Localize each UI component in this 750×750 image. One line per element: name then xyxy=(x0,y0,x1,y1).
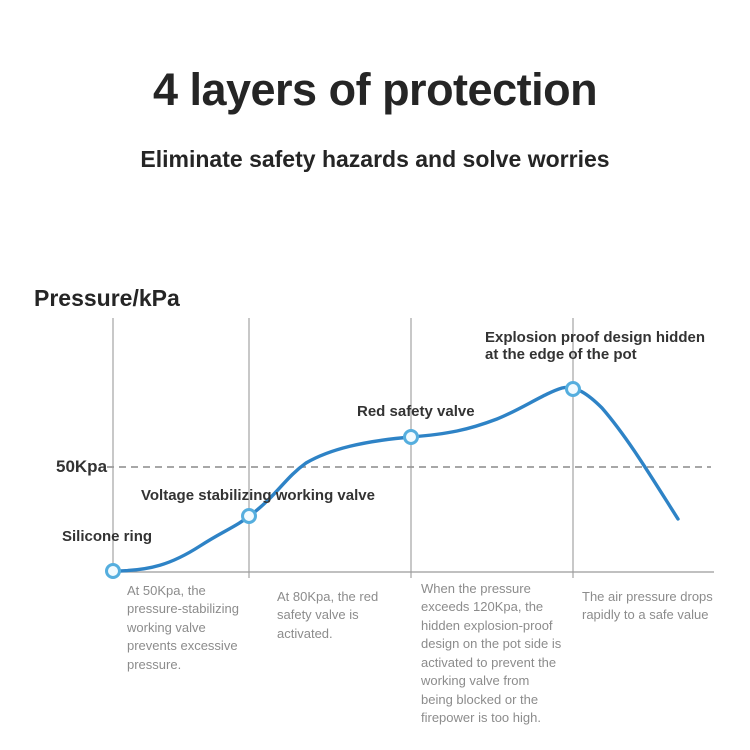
page-subtitle: Eliminate safety hazards and solve worri… xyxy=(140,146,610,172)
stage-label-silicone-ring: Silicone ring xyxy=(62,528,153,545)
data-point-marker xyxy=(565,381,581,397)
y-axis-label: Pressure/kPa xyxy=(34,285,180,311)
data-point-marker xyxy=(403,429,419,445)
stage-label-explosion-proof-design: Explosion proof design hidden at the edg… xyxy=(485,329,705,364)
page-title: 4 layers of protection xyxy=(152,64,598,115)
stage-label-voltage-stabilizing-valve: Voltage stabilizing working valve xyxy=(141,487,375,504)
data-point-marker xyxy=(105,563,121,579)
stage-description-3: When the pressure exceeds 120Kpa, the hi… xyxy=(421,581,562,726)
threshold-label-50kpa: 50Kpa xyxy=(56,457,108,476)
stage-description-2: At 80Kpa, the red safety valve is activa… xyxy=(277,589,379,641)
stage-description-1: At 50Kpa, the pressure-stabilizing worki… xyxy=(127,583,239,672)
data-point-marker xyxy=(241,508,257,524)
stage-label-red-safety-valve: Red safety valve xyxy=(357,403,475,420)
stage-description-4: The air pressure drops rapidly to a safe… xyxy=(582,589,713,623)
